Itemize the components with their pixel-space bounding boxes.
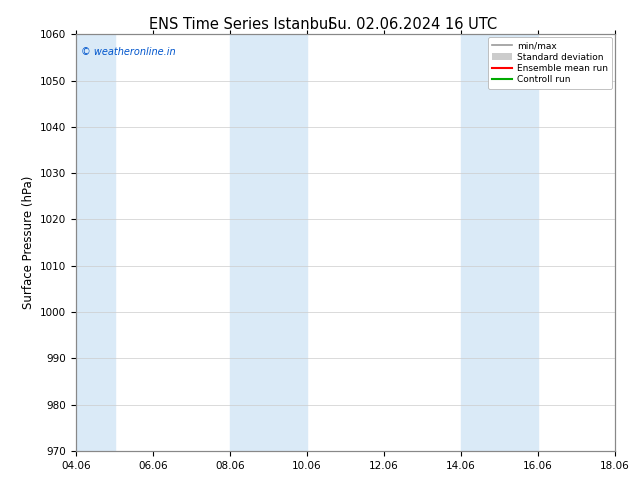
Bar	[230, 34, 307, 451]
Text: © weatheronline.in: © weatheronline.in	[81, 47, 176, 57]
Bar	[76, 34, 115, 451]
Legend: min/max, Standard deviation, Ensemble mean run, Controll run: min/max, Standard deviation, Ensemble me…	[488, 37, 612, 89]
Y-axis label: Surface Pressure (hPa): Surface Pressure (hPa)	[22, 176, 34, 309]
Text: ENS Time Series Istanbul: ENS Time Series Istanbul	[149, 17, 333, 32]
Bar	[461, 34, 538, 451]
Text: Su. 02.06.2024 16 UTC: Su. 02.06.2024 16 UTC	[328, 17, 496, 32]
